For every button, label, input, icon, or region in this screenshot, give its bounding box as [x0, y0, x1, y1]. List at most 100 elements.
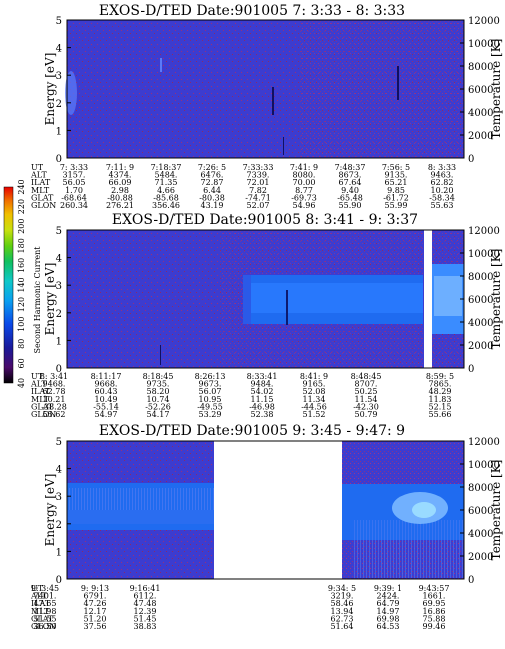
ephemeris-value: 10.21 [43, 395, 66, 404]
panel-1-feature-left [65, 71, 77, 115]
ephemeris-value: 7:56: 5 [382, 163, 410, 172]
ephemeris-value: 9:16:41 [130, 584, 161, 593]
ephemeris-value: 8: 3:33 [428, 163, 456, 172]
ephemeris-value: 4.66 [157, 186, 175, 195]
temperature-tick-label: 8000 [468, 483, 493, 494]
ephemeris-value: 12.39 [134, 607, 157, 616]
panel-1: EXOS-D/TED Date:901005 7: 3:33 - 8: 3:33… [43, 3, 503, 165]
ephemeris-value: -68.64 [61, 193, 87, 202]
colorbar-tick-label: 100 [17, 317, 26, 332]
energy-tick-label: 4 [56, 465, 62, 476]
ephemeris-row-label: ALT [30, 592, 47, 601]
panel-3-cyan-core [412, 502, 436, 518]
panel-2-band-edge [243, 275, 251, 324]
ephemeris-value: 54.17 [147, 410, 170, 419]
panel-1-noise-dense [300, 20, 464, 158]
panel-3-ylabel: Energy [eV] [43, 474, 57, 547]
ephemeris-value: 71.35 [155, 178, 178, 187]
panel-1-spike-3 [283, 137, 284, 155]
ephemeris-row-label: ILAT [31, 599, 51, 608]
panel-2-band-right-core [434, 276, 462, 316]
ephemeris-value: -61.72 [383, 193, 409, 202]
ephemeris-value: 11.15 [251, 395, 274, 404]
ephemeris-value: 51.45 [134, 614, 157, 623]
ephemeris-value: 52.07 [247, 201, 270, 210]
ephemeris-value: 11.54 [355, 395, 378, 404]
ephemeris-value: 55.62 [43, 410, 66, 419]
ephemeris-value: 55.63 [431, 201, 454, 210]
panel-2-ylabel-right: Temperature [K] [489, 249, 503, 350]
energy-tick-label: 4 [56, 254, 62, 265]
ephemeris-value: 52.38 [251, 410, 274, 419]
ephemeris-value: 10.95 [199, 395, 222, 404]
temperature-tick-label: 10000 [468, 460, 500, 471]
ephemeris-value: 52.08 [303, 387, 326, 396]
ephemeris-value: 7: 3:33 [60, 163, 88, 172]
ephemeris-value: 8673. [339, 171, 362, 180]
temperature-tick-label: 6000 [468, 295, 493, 306]
colorbar-tick-label: 120 [17, 297, 26, 312]
ephemeris-value: 7:18:37 [151, 163, 182, 172]
panel-1-ylabel-right: Temperature [K] [489, 39, 503, 140]
ephemeris-value: 8:18:45 [143, 372, 174, 381]
ephemeris-value: -65.48 [337, 193, 363, 202]
temperature-tick-label: 6000 [468, 85, 493, 96]
ephemeris-value: 47.65 [34, 599, 57, 608]
ephemeris-value: 10.20 [431, 186, 454, 195]
ephemeris-value: 9: 3:45 [31, 584, 59, 593]
ephemeris-value: 52.15 [429, 402, 452, 411]
ephemeris-value: 51.20 [84, 614, 107, 623]
ephemeris-value: 3157. [63, 171, 86, 180]
ephemeris-value: 8080. [293, 171, 316, 180]
ephemeris-value: 9468. [43, 380, 66, 389]
ephemeris-value: 356.46 [152, 201, 180, 210]
energy-tick-label: 0 [56, 364, 62, 375]
ephemeris-value: 6.44 [203, 186, 221, 195]
ephemeris-value: 54.97 [95, 410, 118, 419]
ephemeris-value: 7865. [429, 380, 452, 389]
panel-1-right-ticks: 0 2000 4000 6000 8000 10000 12000 [460, 16, 500, 165]
panel-2-right-ticks: 0 2000 4000 6000 8000 10000 12000 [460, 226, 500, 375]
energy-tick-label: 3 [56, 492, 62, 503]
ephemeris-value: 62.82 [431, 178, 454, 187]
ephemeris-value: 69.98 [377, 614, 400, 623]
energy-tick-label: 2 [56, 309, 62, 320]
temperature-tick-label: 4000 [468, 108, 493, 119]
ephemeris-value: 10.74 [147, 395, 170, 404]
ephemeris-value: 6791. [84, 592, 107, 601]
ephemeris-value: 37.56 [84, 622, 107, 631]
ephemeris-value: 55.99 [385, 201, 408, 210]
ephemeris-value: 67.64 [339, 178, 362, 187]
ephemeris-row-label: MLT [31, 395, 50, 404]
ephemeris-value: 7:41: 9 [290, 163, 318, 172]
ephemeris-value: 2424. [377, 592, 400, 601]
panel-3-band-right-lower [352, 520, 464, 578]
panel-2-gap [424, 230, 432, 368]
ephemeris-row-label: ILAT [31, 387, 51, 396]
energy-tick-label: 1 [56, 547, 62, 558]
panel-3-band-left-core [67, 510, 214, 524]
energy-tick-label: 4 [56, 44, 62, 55]
colorbar-tick-label: 40 [17, 378, 26, 388]
colorbar-label: Second Harmonic Current [33, 246, 42, 354]
ephemeris-row-label: MLT [31, 607, 50, 616]
temperature-tick-label: 12000 [468, 16, 500, 27]
ephemeris-value: 50.79 [355, 410, 378, 419]
energy-tick-label: 5 [56, 437, 62, 448]
temperature-tick-label: 2000 [468, 341, 493, 352]
temperature-tick-label: 0 [468, 154, 474, 165]
ephemeris-value: 276.21 [106, 201, 134, 210]
panel-2-left-ticks: 0 1 2 3 4 5 [56, 226, 71, 375]
ephemeris-row-label: GLON [31, 622, 56, 631]
ephemeris-value: 4374. [109, 171, 132, 180]
colorbar-tick-label: 240 [17, 179, 26, 194]
ephemeris-value: 6476. [201, 171, 224, 180]
ephemeris-value: 8: 3:41 [40, 372, 68, 381]
ephemeris-value: 51.55 [34, 614, 57, 623]
panel-1-left-ticks: 0 1 2 3 4 5 [56, 16, 71, 165]
ephemeris-value: 9: 9:13 [81, 584, 109, 593]
ephemeris-value: 16.86 [423, 607, 446, 616]
colorbar-frame [3, 186, 14, 384]
ephemeris-value: 64.53 [377, 622, 400, 631]
